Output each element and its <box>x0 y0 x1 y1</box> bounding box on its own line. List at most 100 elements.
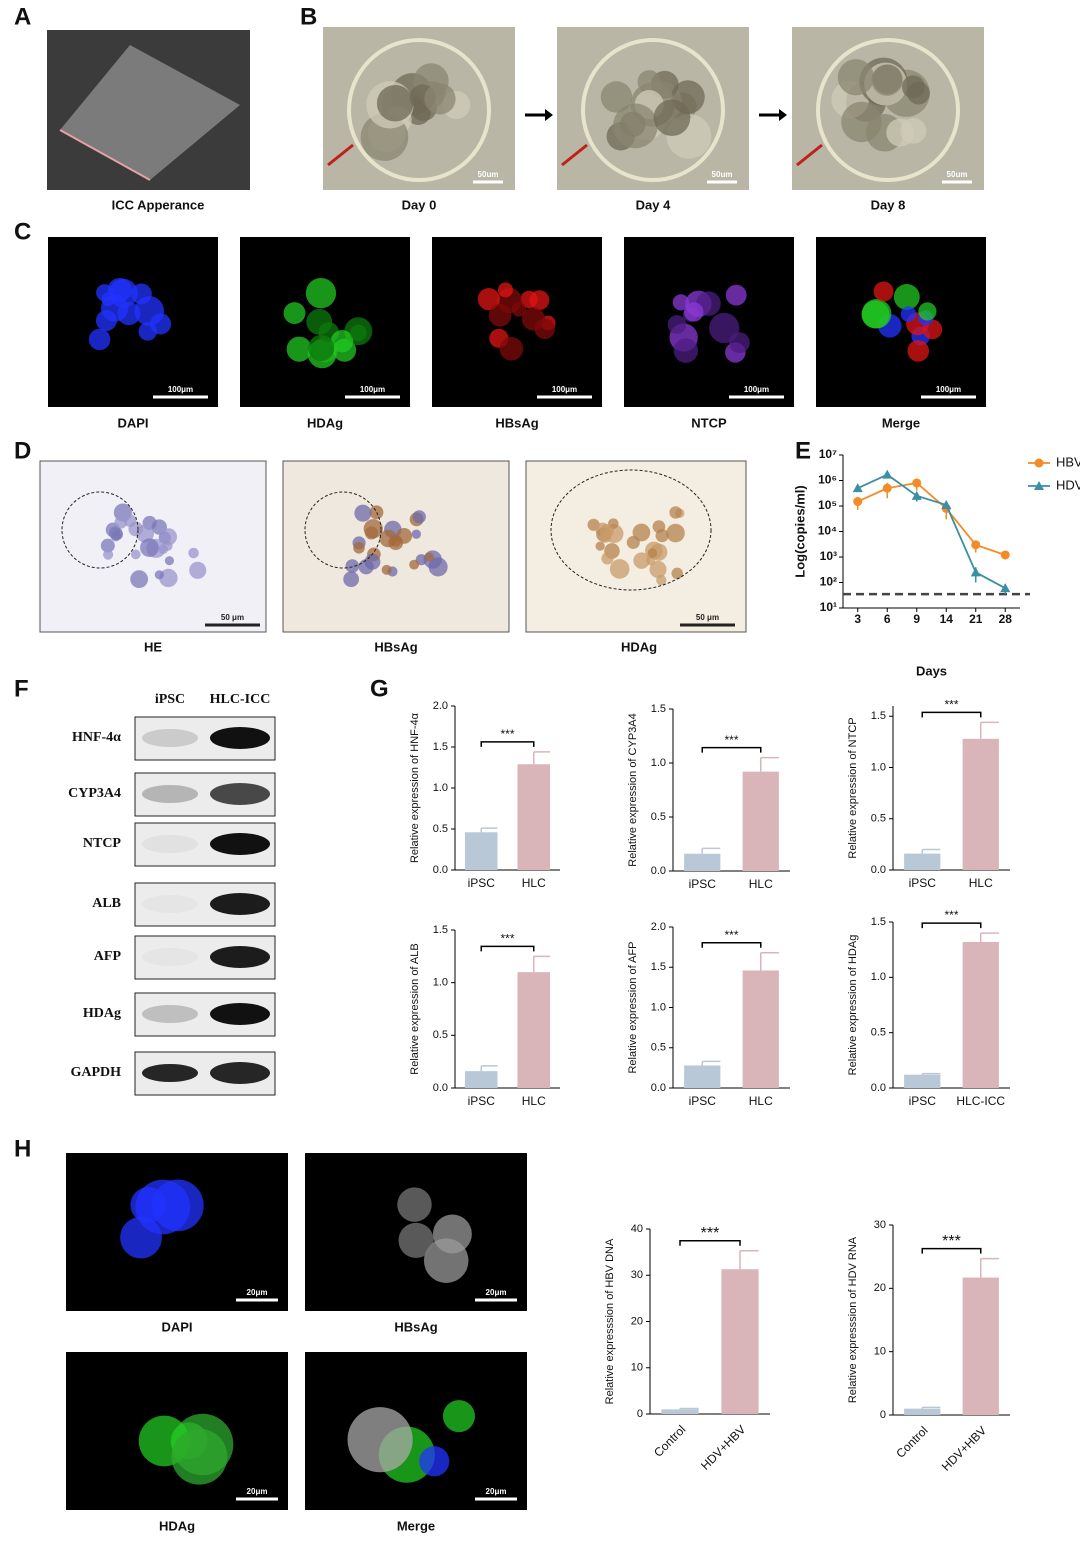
x-tick-label: 21 <box>969 612 983 626</box>
data-point <box>853 497 863 507</box>
legend-marker <box>1034 481 1044 490</box>
arrow <box>796 143 823 167</box>
micrograph <box>624 237 794 407</box>
bar <box>742 771 779 871</box>
bar <box>721 1269 759 1414</box>
caption: HBsAg <box>495 415 538 430</box>
cell <box>893 284 920 310</box>
band <box>142 948 198 966</box>
microcapsule <box>347 38 491 182</box>
microcapsule <box>581 38 725 182</box>
blot-strip <box>134 992 276 1037</box>
cell <box>354 504 372 522</box>
cell <box>347 1407 413 1473</box>
image-background <box>66 1153 288 1311</box>
panel-label: H <box>14 1135 31 1162</box>
cell <box>626 535 640 549</box>
cell <box>376 84 414 122</box>
band <box>142 835 198 853</box>
y-tick-label: 0 <box>880 1409 886 1421</box>
y-tick-label: 10² <box>820 575 837 589</box>
caption: Day 8 <box>871 197 906 212</box>
row-label: HDAg <box>83 1006 121 1021</box>
legend-label: HBV <box>1056 454 1080 469</box>
y-tick-label: 1.5 <box>651 961 666 973</box>
cell <box>907 340 930 362</box>
region <box>304 491 382 569</box>
region <box>550 469 712 591</box>
y-tick-label: 0.0 <box>871 1082 886 1094</box>
y-tick-label: 40 <box>631 1223 643 1235</box>
cell <box>409 559 420 570</box>
cell <box>364 553 381 570</box>
cell <box>150 313 172 335</box>
cell <box>656 574 667 586</box>
bar <box>904 1408 941 1415</box>
caption: Merge <box>882 415 920 430</box>
micrograph <box>792 27 984 190</box>
row-label: CYP3A4 <box>68 786 121 801</box>
cell <box>900 306 917 322</box>
bar <box>684 853 721 871</box>
cell <box>900 117 927 144</box>
micrograph <box>39 460 267 633</box>
cell <box>379 529 398 548</box>
band <box>142 729 198 747</box>
micrograph <box>282 460 510 633</box>
data-point <box>1000 550 1010 560</box>
x-tick-label: HLC-ICC <box>956 1094 1005 1108</box>
cell <box>345 559 360 573</box>
y-tick-label: 0.0 <box>433 864 448 876</box>
cell <box>308 334 335 362</box>
cell <box>609 559 630 579</box>
y-tick-label: 10³ <box>820 549 837 563</box>
y-tick-label: 30 <box>631 1269 643 1281</box>
caption: HDAg <box>159 1518 195 1533</box>
panel-label: B <box>300 3 317 30</box>
y-tick-label: 0.5 <box>651 811 666 823</box>
caption: Day 0 <box>402 197 437 212</box>
y-axis-label: Relative expression of HNF-4α <box>409 712 421 863</box>
cell <box>114 516 128 529</box>
x-axis-label: Days <box>916 663 947 678</box>
scale-bar-label: 100μm <box>360 385 385 394</box>
panel-label: A <box>14 3 31 30</box>
arrow <box>327 143 354 167</box>
micrograph <box>323 27 515 190</box>
bar <box>464 832 498 870</box>
x-tick-label: iPSC <box>468 1094 496 1108</box>
series-line <box>857 473 1006 589</box>
x-tick-label: HDV+HBV <box>939 1423 989 1473</box>
bar <box>742 970 779 1088</box>
cell <box>154 570 164 580</box>
y-tick-label: 20 <box>874 1282 886 1294</box>
y-tick-label: 1.0 <box>651 757 666 769</box>
y-tick-label: 1.0 <box>433 977 448 989</box>
cell <box>477 288 500 311</box>
cell <box>873 281 894 302</box>
cell <box>398 1222 434 1259</box>
cell <box>432 1214 472 1254</box>
cell <box>918 302 937 321</box>
scale-bar-label: 100μm <box>744 385 769 394</box>
row-label: HNF-4α <box>72 730 121 745</box>
panel-label: E <box>795 437 811 464</box>
data-point <box>971 540 981 550</box>
micrograph <box>305 1352 527 1510</box>
cell <box>164 556 174 566</box>
y-tick-label: 0.0 <box>651 865 666 877</box>
x-tick-label: iPSC <box>909 1094 937 1108</box>
x-tick-label: HDV+HBV <box>698 1422 748 1472</box>
cell <box>353 542 365 554</box>
scale-bar-label: 100μm <box>552 385 577 394</box>
band <box>210 1003 270 1025</box>
cell <box>613 103 658 149</box>
micrograph <box>557 27 749 190</box>
y-tick-label: 10⁴ <box>818 524 837 538</box>
significance: *** <box>944 908 958 922</box>
column-label: iPSC <box>155 692 185 707</box>
significance-bracket <box>480 945 535 952</box>
cell <box>412 510 426 524</box>
y-axis-label: Relative expression of NTCP <box>847 717 859 858</box>
x-tick-label: HLC <box>969 876 993 890</box>
